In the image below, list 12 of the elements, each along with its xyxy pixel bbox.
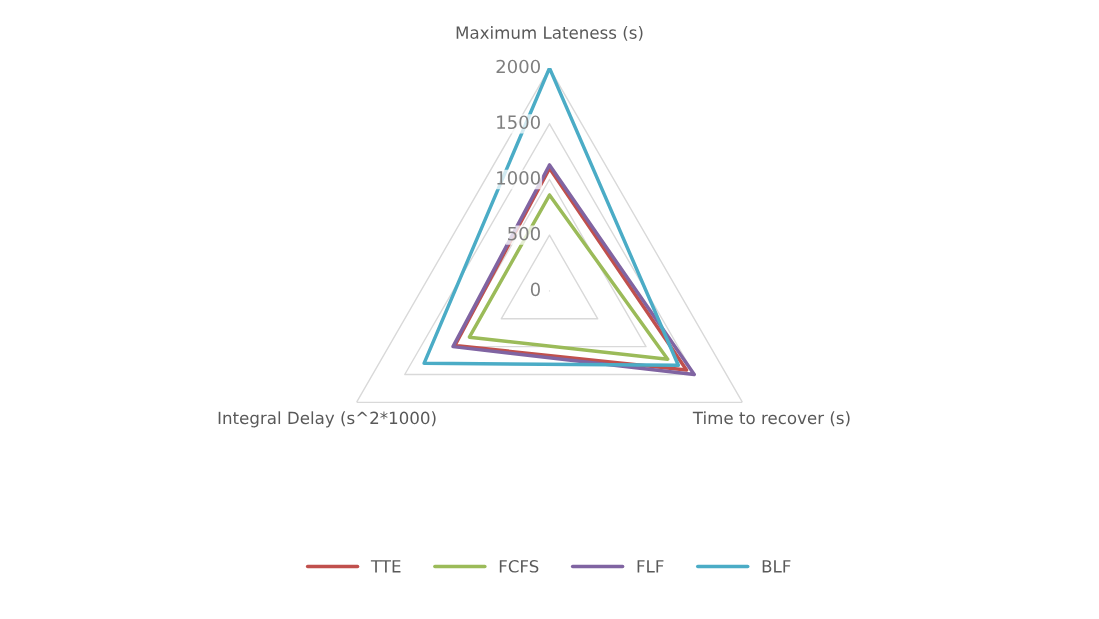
legend-label: FCFS — [499, 560, 539, 573]
legend-label: FLF — [637, 560, 664, 573]
spoke-label: Integral Delay (s^2*1000) — [218, 411, 436, 428]
legend-label: TTE — [370, 560, 401, 573]
y-tick-label: 1500 — [497, 115, 540, 130]
y-tick-label: 2000 — [496, 59, 540, 74]
spoke-label: Time to recover (s) — [692, 411, 850, 427]
y-tick-label: 0 — [530, 282, 540, 297]
y-tick-label: 500 — [508, 226, 540, 241]
legend-label: BLF — [762, 560, 791, 573]
y-tick-label: 1000 — [497, 171, 540, 185]
spoke-label: Maximum Lateness (s) — [456, 26, 643, 41]
